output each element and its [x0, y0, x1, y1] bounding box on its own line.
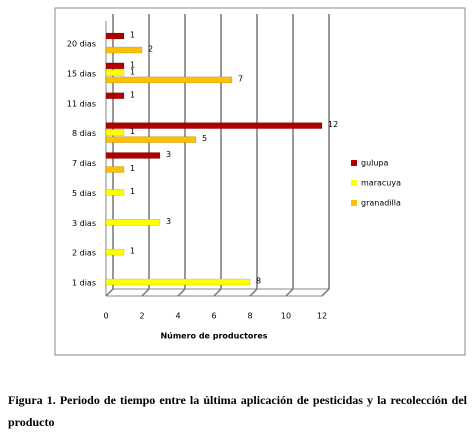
- y-tick-label: 11 dias: [67, 99, 96, 108]
- x-tick-label: 12: [317, 312, 327, 321]
- data-label: 2: [148, 45, 153, 54]
- data-label: 1: [130, 67, 135, 76]
- legend-label: granadilla: [361, 199, 401, 208]
- bar: [105, 122, 323, 129]
- bar: [105, 219, 161, 226]
- y-tick-label: 8 dias: [72, 129, 96, 138]
- bar: [105, 69, 125, 77]
- x-tick-label: 10: [281, 312, 291, 321]
- x-tick-label: 8: [247, 312, 252, 321]
- data-label: 1: [130, 127, 135, 136]
- data-label: 1: [130, 90, 135, 99]
- bar: [105, 76, 233, 84]
- chart: Número de productores 0 2 4 6 8 10 121 dias 82 …: [54, 7, 466, 356]
- bar: [105, 189, 125, 196]
- grid-line: [249, 14, 258, 297]
- x-tick-label: 6: [211, 312, 216, 321]
- y-tick-label: 5 dias: [72, 189, 96, 198]
- data-label: 8: [256, 277, 261, 286]
- y-tick-label: 7 dias: [72, 159, 96, 168]
- legend-swatch: [351, 160, 357, 166]
- x-axis-label: Número de productores: [160, 332, 267, 341]
- y-tick-label: 20 dias: [67, 40, 96, 49]
- bar: [105, 62, 125, 70]
- legend-label: maracuya: [361, 179, 401, 188]
- y-tick-label: 1 dias: [72, 279, 96, 288]
- x-tick-label: 0: [103, 312, 108, 321]
- grid-line: [177, 14, 186, 297]
- bar: [105, 136, 197, 143]
- legend-label: gulupa: [361, 159, 389, 168]
- y-tick-label: 2 dias: [72, 249, 96, 258]
- bar: [105, 32, 125, 40]
- grid-line: [141, 14, 150, 297]
- bar: [105, 92, 125, 99]
- grid-line: [321, 14, 330, 297]
- y-tick-label: 15 dias: [67, 69, 96, 78]
- grid-line: [105, 14, 114, 297]
- bar: [105, 248, 125, 256]
- grid-line: [213, 14, 222, 297]
- data-label: 1: [130, 187, 135, 196]
- caption: Figura 1. Periodo de tiempo entre la últ…: [8, 393, 467, 429]
- grid-line: [285, 14, 294, 297]
- data-label: 1: [130, 31, 135, 40]
- chart-frame: [54, 7, 466, 356]
- bar: [105, 129, 125, 136]
- data-label: 1: [130, 60, 135, 69]
- data-label: 1: [130, 164, 135, 173]
- data-label: 12: [328, 120, 338, 129]
- bar: [105, 166, 125, 173]
- legend-swatch: [351, 200, 357, 206]
- data-label: 5: [202, 134, 207, 143]
- data-label: 3: [166, 217, 171, 226]
- legend-swatch: [351, 180, 357, 186]
- x-tick-label: 2: [139, 312, 144, 321]
- y-tick-label: 3 dias: [72, 219, 96, 228]
- x-tick-label: 4: [175, 312, 180, 321]
- bar: [105, 46, 143, 54]
- bar: [105, 278, 251, 286]
- data-label: 1: [130, 247, 135, 256]
- data-label: 3: [166, 150, 171, 159]
- data-label: 7: [238, 74, 243, 83]
- bar: [105, 152, 161, 159]
